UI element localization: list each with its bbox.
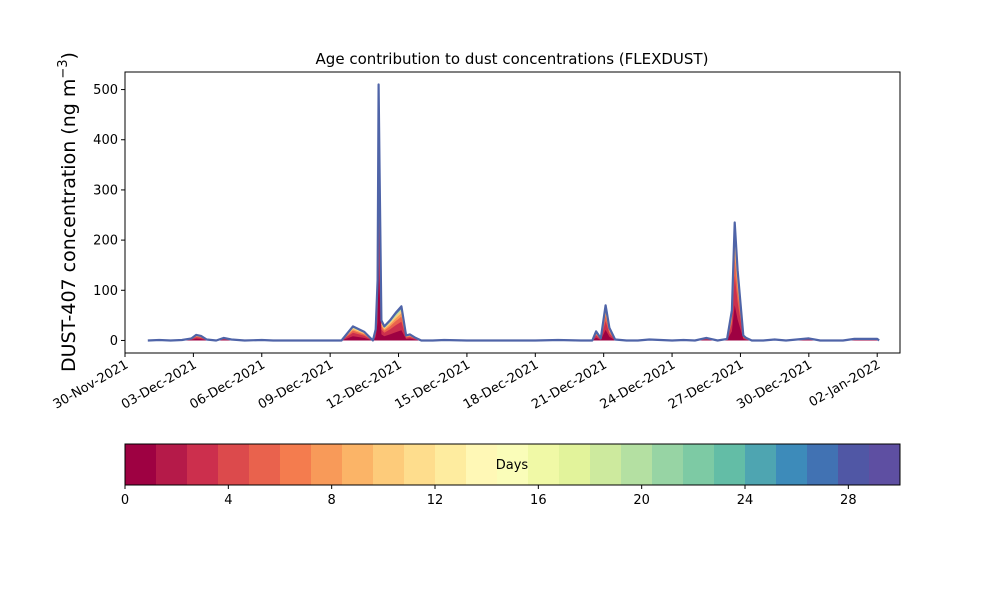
colorbar-swatch [559,444,591,485]
colorbar-swatch [776,444,808,485]
plot-area [147,83,880,342]
colorbar-tick-label: 8 [328,493,336,508]
colorbar-swatch [745,444,777,485]
colorbar-swatch [869,444,901,485]
colorbar-swatch [125,444,157,485]
colorbar-tick-label: 4 [224,493,232,508]
x-tick-label: 12-Dec-2021 [324,357,404,412]
colorbar-swatch [683,444,715,485]
x-tick-label: 18-Dec-2021 [461,357,541,412]
total-concentration-line [147,83,880,342]
colorbar-swatch [311,444,343,485]
age-band-area [147,115,880,341]
y-tick-label: 200 [93,234,118,249]
age-band-area [147,199,880,341]
colorbar-swatch [838,444,870,485]
colorbar-swatch [249,444,281,485]
chart-title: Age contribution to dust concentrations … [316,50,709,68]
colorbar-swatch [342,444,374,485]
x-tick-label: 30-Dec-2021 [734,357,814,412]
colorbar-swatch [280,444,312,485]
colorbar-swatch [466,444,498,485]
age-band-area [147,263,880,341]
y-axis-label: DUST-407 concentration (ng m−3) [56,52,80,372]
plot-frame [124,71,901,354]
colorbar-tick-label: 24 [737,493,754,508]
age-band-area [147,102,880,341]
colorbar-swatch [404,444,436,485]
colorbar-tick-label: 20 [633,493,650,508]
colorbar-swatch [156,444,188,485]
colorbar-tick-label: 12 [427,493,444,508]
x-tick-label: 03-Dec-2021 [119,357,199,412]
x-axis-ticks: 30-Nov-202103-Dec-202106-Dec-202109-Dec-… [51,353,883,413]
colorbar-label: Days [496,458,529,473]
colorbar-frame [124,443,901,486]
age-contribution-areas [147,84,880,341]
y-tick-label: 100 [93,284,118,299]
x-tick-label: 09-Dec-2021 [256,357,336,412]
colorbar-swatch [528,444,560,485]
colorbar-swatch [187,444,219,485]
colorbar-ticks: 0 4 8 12 16 20 24 28 [121,485,857,508]
colorbar-tick-label: 28 [840,493,857,508]
colorbar-swatch [652,444,684,485]
y-tick-label: 500 [93,83,118,98]
age-band-area [147,92,880,341]
y-axis-ticks: 0 100 200 300 400 500 [93,83,125,349]
colorbar-tick-label: 16 [530,493,547,508]
x-tick-label: 02-Jan-2022 [807,357,884,410]
age-band-area [147,135,880,341]
x-tick-label: 21-Dec-2021 [529,357,609,412]
y-tick-label: 400 [93,133,118,148]
colorbar-swatch [497,444,529,485]
x-tick-label: 24-Dec-2021 [598,357,678,412]
y-axis-label-unit: −3 [56,59,71,78]
colorbar-swatch [621,444,653,485]
colorbar-swatch [714,444,746,485]
colorbar-tick-label: 0 [121,493,129,508]
colorbar-swatch [807,444,839,485]
y-axis-label-text: DUST-407 concentration (ng m [58,79,80,372]
y-axis-label-close: ) [58,52,80,59]
x-tick-label: 27-Dec-2021 [666,357,746,412]
colorbar [125,444,901,485]
colorbar-swatch [435,444,467,485]
age-band-area [147,161,880,341]
y-tick-label: 300 [93,183,118,198]
x-tick-label: 06-Dec-2021 [187,357,267,412]
x-tick-label: 15-Dec-2021 [393,357,473,412]
age-band-area [147,84,880,341]
colorbar-swatch [373,444,405,485]
y-tick-label: 0 [110,334,118,349]
colorbar-swatch [218,444,250,485]
colorbar-swatch [590,444,622,485]
